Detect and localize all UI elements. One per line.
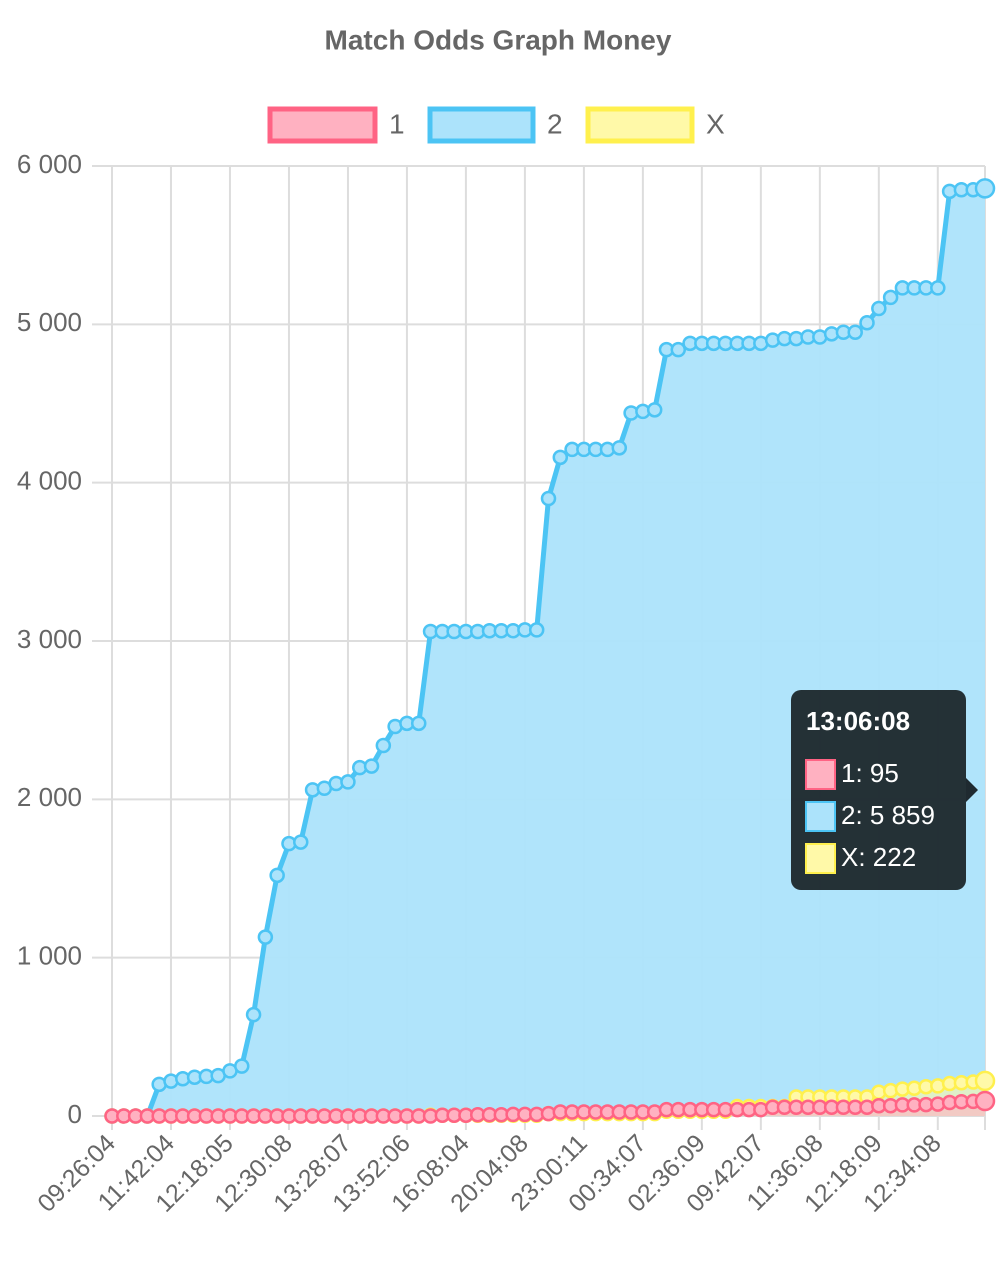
data-point[interactable] [540, 490, 557, 507]
data-point[interactable] [245, 1006, 262, 1023]
data-point[interactable] [552, 449, 569, 466]
tooltip-swatch [805, 759, 836, 790]
tooltip-item: 2: 5 859 [841, 800, 935, 830]
data-point[interactable] [528, 622, 545, 638]
data-point[interactable] [410, 715, 427, 732]
y-tick-label: 3 000 [17, 624, 82, 654]
data-point[interactable] [882, 289, 899, 306]
legend-label[interactable]: X [706, 108, 725, 139]
tooltip-arrow [966, 778, 978, 802]
tooltip-item: 1: 95 [841, 758, 899, 788]
chart-title: Match Odds Graph Money [325, 24, 672, 55]
data-point[interactable] [670, 341, 687, 358]
y-tick-label: 5 000 [17, 307, 82, 337]
y-tick-label: 6 000 [17, 149, 82, 179]
tooltip-item: X: 222 [841, 842, 916, 872]
legend-swatch[interactable] [427, 106, 536, 144]
legend-swatch[interactable] [267, 106, 378, 144]
data-point[interactable] [859, 315, 875, 331]
data-point[interactable] [974, 1070, 996, 1092]
y-tick-label: 4 000 [17, 466, 82, 496]
data-point[interactable] [974, 178, 996, 199]
data-point[interactable] [930, 280, 946, 296]
data-point[interactable] [847, 324, 863, 340]
data-point[interactable] [974, 1090, 996, 1112]
data-point[interactable] [257, 929, 274, 945]
data-point[interactable] [646, 402, 663, 418]
data-point[interactable] [375, 737, 392, 754]
data-point[interactable] [871, 300, 887, 317]
data-point[interactable] [234, 1058, 250, 1074]
data-point[interactable] [293, 834, 309, 850]
data-point[interactable] [363, 758, 380, 774]
tooltip-swatch [805, 843, 836, 874]
data-point[interactable] [269, 867, 285, 884]
tooltip-swatch [805, 801, 836, 832]
y-tick-label: 1 000 [17, 941, 82, 971]
legend-label[interactable]: 1 [389, 108, 405, 139]
y-tick-label: 0 [68, 1099, 82, 1129]
tooltip: 13:06:08 1: 95 2: 5 859 X: 222 [791, 690, 978, 890]
tooltip-box [791, 690, 966, 890]
y-tick-label: 2 000 [17, 782, 82, 812]
legend-swatch[interactable] [585, 106, 695, 144]
data-point[interactable] [340, 774, 356, 790]
tooltip-title: 13:06:08 [806, 706, 910, 736]
series-area [112, 188, 985, 1116]
legend-label[interactable]: 2 [547, 108, 563, 139]
data-point[interactable] [611, 440, 628, 456]
